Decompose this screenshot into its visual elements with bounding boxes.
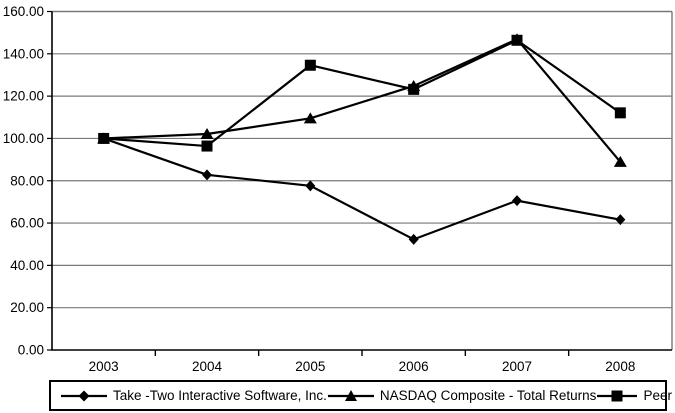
legend-label-nasdaq: NASDAQ Composite - Total Returns (379, 387, 597, 403)
y-tick-label: 0.00 (18, 343, 44, 358)
data-point-diamond (408, 233, 419, 245)
square-marker-icon (597, 390, 638, 401)
data-point-diamond (202, 169, 212, 181)
x-tick-label: 2008 (605, 359, 635, 374)
diamond-marker-icon (61, 390, 107, 401)
y-tick-label: 40.00 (10, 258, 44, 273)
legend: Take -Two Interactive Software, Inc. NAS… (49, 380, 675, 411)
data-point-diamond (615, 214, 626, 226)
series-line-2 (103, 39, 621, 148)
data-point-square (511, 34, 523, 46)
data-point-diamond (512, 195, 522, 207)
data-point-square (98, 132, 110, 144)
x-tick-label: 2007 (502, 359, 532, 374)
data-point-diamond (305, 180, 316, 192)
data-point-square (201, 140, 213, 152)
data-point-triangle (613, 155, 627, 167)
y-tick-label: 140.00 (3, 46, 44, 61)
y-tick-label: 100.00 (3, 131, 44, 146)
y-tick-label: 20.00 (10, 300, 44, 315)
y-tick-label: 80.00 (10, 173, 44, 188)
triangle-marker-icon (327, 389, 374, 401)
y-tick-label: 160.00 (3, 4, 44, 19)
series-line-1 (103, 37, 622, 163)
data-point-triangle (200, 127, 214, 139)
data-point-square (408, 83, 420, 95)
data-point-triangle (303, 112, 317, 124)
legend-item-nasdaq: NASDAQ Composite - Total Returns (327, 387, 597, 403)
data-point-square (614, 107, 626, 119)
x-tick-label: 2006 (399, 359, 429, 374)
x-tick-label: 2003 (89, 359, 119, 374)
y-tick-label: 60.00 (10, 216, 44, 231)
series-line-0 (103, 137, 621, 241)
x-tick-label: 2005 (295, 359, 325, 374)
legend-item-take-two: Take -Two Interactive Software, Inc. (60, 389, 327, 403)
data-point-square (304, 59, 316, 71)
legend-label-take-two: Take -Two Interactive Software, Inc. (113, 387, 327, 403)
x-tick-label: 2004 (192, 359, 223, 374)
legend-label-peer-group: Peer Group (643, 387, 675, 403)
y-tick-label: 120.00 (3, 89, 44, 104)
legend-item-peer-group: Peer Group (596, 389, 675, 403)
